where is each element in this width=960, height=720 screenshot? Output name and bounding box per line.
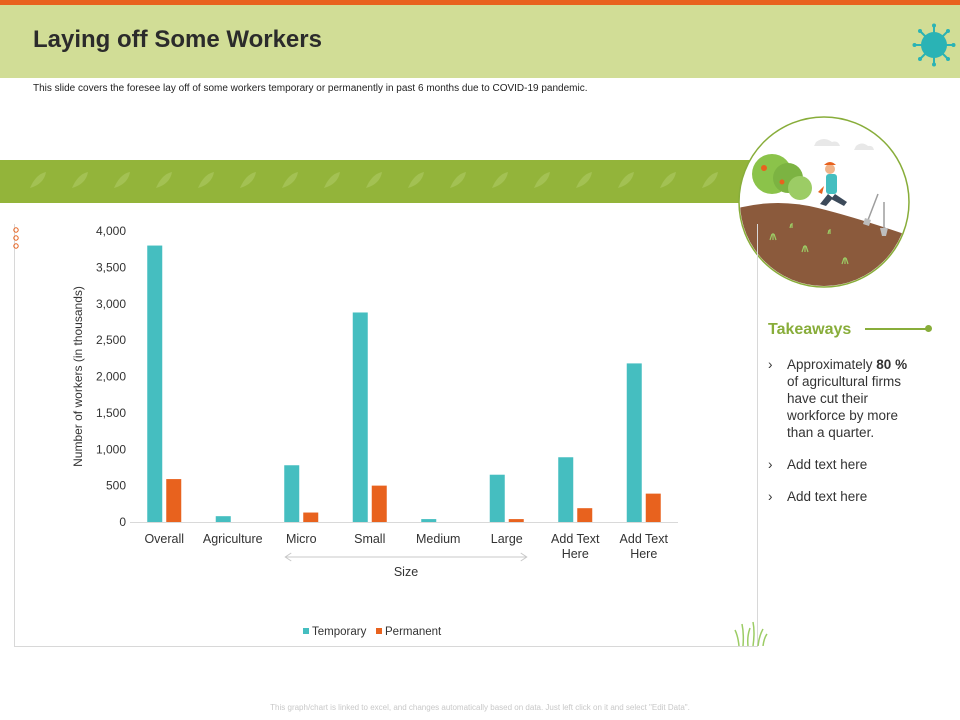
takeaways-rule	[865, 328, 929, 330]
chevron-right-icon: ›	[768, 489, 773, 504]
leaf-icon	[702, 172, 718, 188]
leaf-icon	[72, 172, 88, 188]
bar-permanent	[371, 485, 387, 522]
farmer-illustration	[738, 116, 910, 288]
leaf-icon	[576, 172, 592, 188]
y-tick-label: 1,500	[96, 406, 126, 420]
arrow-right-icon	[520, 552, 528, 562]
y-axis-label: Number of workers (in thousands)	[71, 286, 85, 467]
x-tick-label: Agriculture	[203, 532, 263, 546]
leaf-icon	[240, 172, 256, 188]
y-tick-label: 2,500	[96, 333, 126, 347]
legend-swatch	[376, 628, 382, 634]
bar-permanent	[645, 493, 661, 522]
leaf-icon	[660, 172, 676, 188]
bar-permanent	[508, 519, 524, 522]
virus-icon	[912, 23, 956, 67]
y-tick-label: 500	[106, 479, 126, 493]
takeaway-item-1-text-end: of agricultural firms have cut their wor…	[787, 374, 902, 440]
bar-temporary	[215, 516, 231, 522]
leaf-icon	[450, 172, 466, 188]
header-bar: Laying off Some Workers	[0, 5, 960, 78]
slide-description: This slide covers the foresee lay off of…	[33, 83, 588, 94]
x-tick-label: Micro	[286, 532, 317, 546]
bar-temporary	[421, 519, 437, 522]
y-tick-label: 1,000	[96, 442, 126, 456]
x-tick-label: Add Text	[551, 532, 600, 546]
footer-note: This graph/chart is linked to excel, and…	[270, 703, 690, 712]
takeaways-heading: Takeaways	[768, 321, 852, 338]
bar-temporary	[558, 457, 574, 522]
y-tick-label: 3,500	[96, 260, 126, 274]
leaf-icon	[492, 172, 508, 188]
leaf-icon	[534, 172, 550, 188]
y-tick-label: 4,000	[96, 224, 126, 238]
leaf-icon	[282, 172, 298, 188]
leaf-icon	[408, 172, 424, 188]
takeaways-rule-dot	[925, 325, 932, 332]
bar-temporary	[352, 312, 368, 522]
bar-temporary	[626, 363, 642, 522]
takeaway-item-2-text: Add text here	[787, 457, 868, 472]
bar-temporary	[147, 245, 163, 523]
bar-temporary	[489, 474, 505, 522]
x-tick-label: Add Text	[620, 532, 669, 546]
takeaway-item-1: › Approximately 80 % of agricultural fir…	[768, 356, 918, 441]
x-axis-label: Size	[394, 565, 418, 579]
frame-ornament-icon	[13, 227, 19, 249]
chart-frame	[14, 224, 758, 647]
leaf-icon	[156, 172, 172, 188]
leaf-icon	[114, 172, 130, 188]
chevron-right-icon: ›	[768, 457, 773, 472]
takeaway-item-2: › Add text here	[768, 456, 918, 473]
takeaway-item-3: › Add text here	[768, 488, 918, 505]
takeaway-item-1-highlight: 80 %	[876, 357, 908, 372]
leaf-icon	[30, 172, 46, 188]
legend-swatch	[303, 628, 309, 634]
leaf-icon	[324, 172, 340, 188]
legend-label: Temporary	[312, 626, 367, 638]
y-tick-label: 2,000	[96, 370, 126, 384]
takeaway-item-3-text: Add text here	[787, 489, 868, 504]
page-title: Laying off Some Workers	[33, 26, 322, 53]
bar-permanent	[577, 508, 593, 522]
workers-bar-chart: 0 500 1,000 1,500 2,000 2,500 3,000 3,500 4,000 N…	[71, 224, 678, 638]
bar-permanent	[303, 512, 319, 522]
takeaway-item-1-text: Approximately	[787, 357, 877, 372]
arrow-left-icon	[284, 552, 292, 562]
leaf-icon	[618, 172, 634, 188]
x-tick-label: Small	[354, 532, 385, 546]
x-tick-label: Large	[491, 532, 523, 546]
grass-icon	[734, 621, 768, 646]
top-accent-strip	[0, 0, 960, 5]
leaf-pattern	[30, 172, 800, 188]
bar-temporary	[284, 465, 300, 522]
bar-permanent	[166, 479, 182, 522]
x-tick-label: Here	[562, 547, 589, 561]
y-tick-label: 0	[119, 515, 126, 529]
chevron-right-icon: ›	[768, 357, 773, 372]
leaf-icon	[198, 172, 214, 188]
y-tick-label: 3,000	[96, 297, 126, 311]
x-tick-label: Here	[630, 547, 657, 561]
x-tick-label: Overall	[144, 532, 184, 546]
x-tick-label: Medium	[416, 532, 460, 546]
leaf-icon	[366, 172, 382, 188]
legend-label: Permanent	[385, 626, 442, 638]
decorative-leaf-band	[0, 160, 800, 203]
